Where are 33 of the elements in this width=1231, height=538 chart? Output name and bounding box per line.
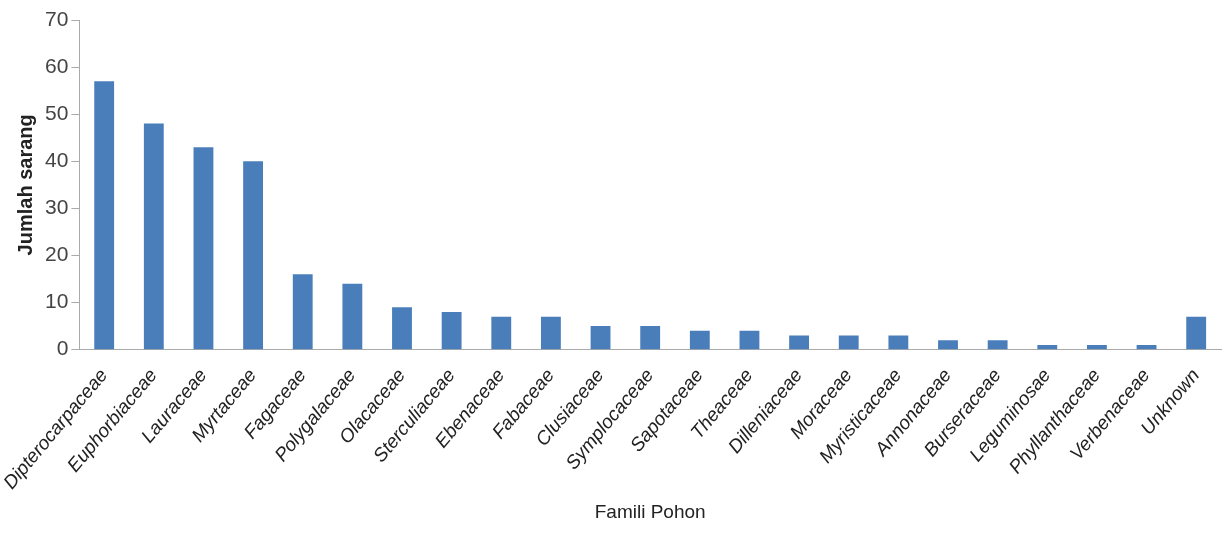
bar: [590, 326, 611, 350]
y-tick-label: 50: [45, 100, 69, 124]
bar: [243, 161, 264, 350]
y-tick-label: 60: [45, 53, 69, 77]
bar: [392, 307, 412, 350]
y-tick-label: 40: [45, 148, 69, 172]
x-axis-title: Famili Pohon: [594, 500, 706, 522]
bar: [292, 274, 313, 350]
bar: [789, 335, 810, 350]
bar: [143, 123, 164, 350]
bar: [1186, 316, 1207, 350]
bar: [1086, 344, 1107, 350]
bar: [888, 335, 909, 350]
bar: [739, 330, 760, 350]
bar: [491, 316, 512, 350]
y-tick-label: 20: [45, 242, 69, 266]
y-tick-label: 70: [45, 6, 69, 30]
bar: [689, 330, 710, 350]
bar: [838, 335, 859, 350]
bar: [94, 81, 115, 350]
bar: [640, 326, 661, 350]
y-tick-label: 0: [56, 336, 69, 360]
bar: [1136, 344, 1157, 350]
bar: [938, 340, 958, 350]
bar: [987, 340, 1008, 350]
bar: [193, 147, 214, 350]
bar: [342, 283, 363, 350]
bar: [540, 316, 561, 350]
bar: [1037, 344, 1058, 350]
y-tick-label: 10: [45, 289, 69, 313]
y-tick-label: 30: [45, 195, 69, 219]
bar: [441, 311, 462, 350]
y-axis-title: Jumlah sarang: [13, 114, 36, 256]
